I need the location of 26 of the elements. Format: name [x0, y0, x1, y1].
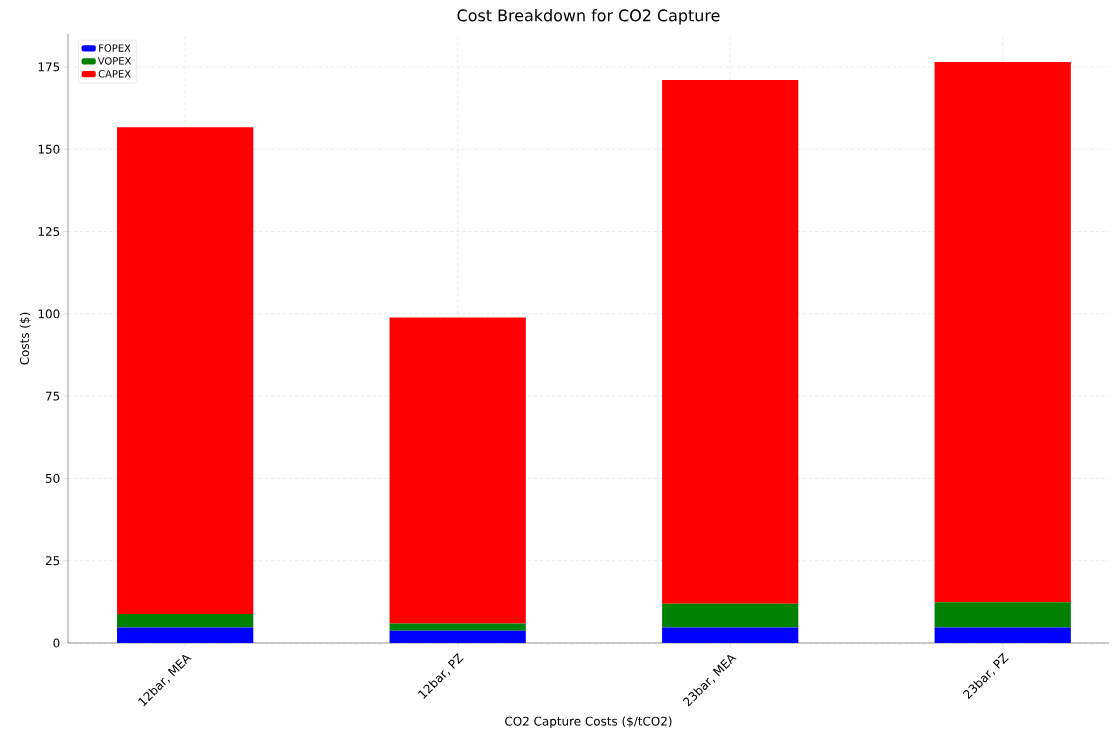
legend-label: CAPEX	[98, 70, 131, 78]
bar	[117, 627, 254, 643]
x-axis-title: CO2 Capture Costs ($/tCO2)	[505, 716, 672, 728]
y-tick-label: 25	[45, 556, 60, 566]
chart-title: Cost Breakdown for CO2 Capture	[457, 9, 720, 25]
bar	[389, 630, 526, 643]
bar	[389, 317, 526, 624]
y-tick-label: 50	[45, 473, 60, 483]
bar	[934, 602, 1071, 628]
y-tick-label: 100	[38, 309, 60, 319]
bar	[117, 614, 254, 628]
bar	[662, 627, 799, 643]
bar	[662, 80, 799, 604]
legend-label: FOPEX	[99, 44, 131, 52]
bar	[389, 623, 526, 631]
bar	[117, 127, 254, 615]
y-tick-label: 150	[38, 144, 60, 154]
bar	[934, 627, 1071, 643]
y-axis-title: Costs ($)	[19, 312, 31, 365]
y-tick-label: 175	[38, 62, 60, 72]
bar	[934, 61, 1071, 603]
y-tick-label: 75	[46, 391, 60, 401]
legend-label: VOPEX	[97, 57, 132, 65]
y-tick-label: 125	[38, 226, 60, 237]
bar	[662, 603, 799, 628]
y-tick-label: 0	[53, 638, 60, 648]
